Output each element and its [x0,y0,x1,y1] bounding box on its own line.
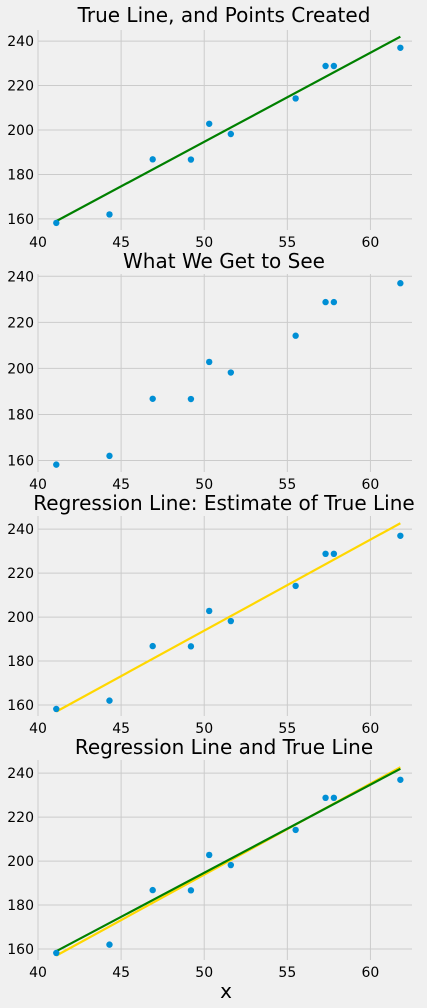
plot-area: 40 45 50 55 60 160 180 200 220 240 [7,269,412,493]
data-point [53,219,60,227]
data-point [106,697,113,704]
data-point [206,607,213,615]
data-point [322,794,329,802]
plot-area: 40 45 50 55 60 160 180 200 220 240 [7,30,412,251]
x-tick-label: 40 [29,477,47,493]
y-tick-label: 240 [7,766,34,782]
y-tick-label: 220 [7,79,34,95]
data-point [292,582,299,590]
data-point [322,62,329,70]
data-point [227,861,235,869]
panel-true-line: True Line, and Points Created 40 45 50 55 60… [7,3,412,251]
data-point [206,851,213,859]
data-point [330,298,338,306]
panel-title: Regression Line and True Line [75,735,373,759]
y-tick-label: 160 [7,212,34,228]
x-tick-label: 40 [29,965,47,981]
data-point [397,532,404,539]
y-tick-label: 240 [7,34,34,50]
data-point [227,369,235,376]
x-tick-label: 55 [278,965,296,981]
data-point [149,395,156,402]
x-tick-label: 40 [29,235,47,251]
x-tick-label: 60 [362,721,380,737]
panel-what-we-see: What We Get to See 40 45 50 55 60 160 180 200 22… [7,249,412,493]
data-point [292,332,299,339]
x-tick-label: 55 [278,235,296,251]
regression-line [55,522,401,713]
panel-title: What We Get to See [123,249,325,273]
y-tick-label: 200 [7,361,34,377]
data-point [149,156,156,163]
data-point [206,358,213,366]
data-point [330,62,338,70]
x-tick-label: 55 [278,477,296,493]
y-tick-label: 200 [7,610,34,626]
y-tick-label: 180 [7,898,34,914]
x-tick-label: 45 [112,235,130,251]
x-tick-label: 45 [112,965,130,981]
data-point [322,550,329,558]
y-tick-label: 220 [7,315,34,331]
x-tick-label: 50 [195,477,213,493]
data-point [227,130,235,138]
y-tick-label: 240 [7,522,34,538]
y-tick-label: 180 [7,654,34,670]
x-tick-label: 50 [195,235,213,251]
data-point [322,298,329,306]
true-line [55,767,401,953]
panel-title: True Line, and Points Created [77,3,371,27]
x-tick-label: 45 [112,721,130,737]
x-axis-label: x [220,979,232,1003]
data-point [187,643,195,650]
x-tick-label: 60 [362,477,380,493]
data-point [397,44,404,51]
data-point [292,95,299,102]
y-tick-label: 160 [7,942,34,958]
data-point [106,941,113,948]
data-point [106,452,113,460]
y-tick-label: 220 [7,566,34,582]
data-point [149,642,156,650]
y-tick-label: 200 [7,854,34,870]
panel-regression-line: Regression Line: Estimate of True Line 4… [7,491,414,737]
y-tick-label: 180 [7,167,34,183]
data-point [53,705,60,713]
data-point [397,280,404,287]
panel-regression-and-true: Regression Line and True Line x 40 45 50 55… [7,735,412,1003]
y-tick-label: 160 [7,453,34,469]
x-tick-label: 45 [112,477,130,493]
y-tick-label: 220 [7,810,34,826]
data-point [227,617,235,625]
data-point [106,211,113,218]
data-point [187,156,195,163]
data-point [206,120,213,127]
x-tick-label: 60 [362,235,380,251]
y-tick-label: 240 [7,269,34,285]
data-point [187,395,195,403]
y-tick-label: 200 [7,123,34,139]
x-tick-label: 50 [195,721,213,737]
x-tick-label: 40 [29,721,47,737]
x-tick-label: 60 [362,965,380,981]
panel-title: Regression Line: Estimate of True Line [33,491,414,515]
data-point [53,949,60,957]
x-tick-label: 55 [278,721,296,737]
data-point [149,886,156,894]
y-tick-label: 160 [7,698,34,714]
data-point [330,794,338,802]
plot-area: 40 45 50 55 60 160 180 200 220 240 [7,516,412,737]
data-point [292,826,299,834]
y-tick-label: 180 [7,407,34,423]
x-tick-label: 50 [195,965,213,981]
data-point [53,461,60,468]
data-point [330,550,338,558]
data-point [397,776,404,783]
true-line [55,35,401,223]
data-point [187,887,195,894]
plot-area: 40 45 50 55 60 160 180 200 220 240 [7,760,412,981]
